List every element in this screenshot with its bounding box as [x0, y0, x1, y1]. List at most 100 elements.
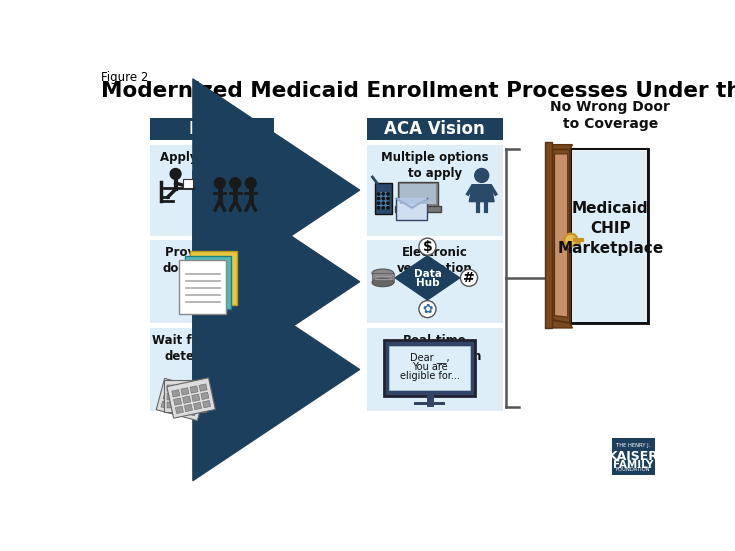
Bar — [179, 406, 187, 413]
Bar — [150, 118, 274, 140]
Bar — [150, 240, 274, 323]
Bar — [612, 438, 655, 475]
Bar — [176, 393, 184, 399]
Circle shape — [564, 233, 578, 247]
Bar — [184, 404, 193, 412]
Text: Figure 2: Figure 2 — [101, 71, 148, 84]
Text: Apply in person: Apply in person — [160, 151, 264, 164]
Bar — [172, 395, 181, 403]
Text: You are: You are — [412, 362, 448, 372]
Bar — [174, 387, 183, 395]
Polygon shape — [545, 320, 573, 328]
Bar — [571, 149, 648, 323]
Text: Multiple options
to apply: Multiple options to apply — [381, 151, 489, 180]
Circle shape — [460, 269, 478, 287]
Bar — [203, 401, 211, 408]
Text: KAISER: KAISER — [608, 450, 659, 463]
Bar — [150, 145, 274, 235]
Text: Medicaid
CHIP
Marketplace: Medicaid CHIP Marketplace — [557, 201, 664, 256]
Text: ACA Vision: ACA Vision — [384, 120, 485, 138]
Bar — [176, 406, 184, 414]
Bar — [192, 394, 200, 402]
Bar — [367, 240, 503, 323]
Bar — [167, 378, 215, 418]
Circle shape — [419, 301, 436, 317]
Bar — [168, 402, 174, 408]
Text: ✿: ✿ — [422, 302, 433, 316]
Text: Hub: Hub — [415, 278, 440, 288]
Bar — [186, 393, 193, 399]
Text: Modernized Medicaid Enrollment Processes Under the ACA: Modernized Medicaid Enrollment Processes… — [101, 81, 735, 101]
Polygon shape — [470, 185, 494, 202]
Bar — [185, 256, 232, 310]
Circle shape — [387, 197, 389, 199]
Text: Real-time
determination: Real-time determination — [387, 334, 482, 363]
Polygon shape — [396, 198, 428, 209]
Bar — [176, 385, 184, 391]
Bar — [176, 402, 184, 408]
Circle shape — [382, 202, 384, 204]
Bar — [395, 206, 442, 212]
Bar — [196, 402, 202, 408]
Bar — [377, 192, 390, 209]
Bar — [181, 398, 190, 406]
Circle shape — [378, 207, 380, 209]
Circle shape — [215, 178, 225, 188]
Bar — [172, 390, 180, 397]
Circle shape — [230, 178, 240, 188]
Bar — [157, 379, 206, 420]
Circle shape — [378, 193, 380, 195]
Bar — [396, 198, 428, 220]
Circle shape — [378, 197, 380, 199]
Circle shape — [170, 169, 181, 179]
Ellipse shape — [372, 278, 394, 287]
Circle shape — [387, 202, 389, 204]
Bar — [196, 393, 202, 399]
Circle shape — [419, 238, 436, 255]
Text: eligible for...: eligible for... — [400, 371, 459, 381]
Text: Data: Data — [414, 269, 442, 279]
Bar — [398, 182, 438, 206]
Bar — [190, 386, 198, 393]
Bar — [150, 328, 274, 411]
Bar — [182, 179, 193, 188]
Text: No Wrong Door
to Coverage: No Wrong Door to Coverage — [551, 100, 670, 131]
Bar — [401, 184, 436, 204]
Bar — [186, 385, 193, 391]
Circle shape — [475, 169, 489, 182]
Bar — [183, 390, 192, 397]
Text: $: $ — [423, 240, 432, 253]
Bar — [170, 403, 179, 411]
Bar — [163, 393, 171, 401]
Bar — [168, 393, 174, 399]
Bar — [545, 142, 552, 328]
Circle shape — [378, 202, 380, 204]
Bar — [168, 385, 174, 391]
Bar — [375, 183, 392, 214]
Bar — [372, 273, 394, 283]
Bar — [367, 145, 503, 235]
Bar — [165, 385, 173, 392]
Bar — [182, 396, 191, 403]
Polygon shape — [554, 154, 567, 317]
Bar — [193, 402, 201, 410]
Ellipse shape — [372, 269, 394, 278]
Bar — [390, 345, 470, 390]
Bar — [384, 340, 476, 396]
Bar — [179, 260, 226, 314]
Bar — [190, 400, 198, 408]
Text: Dear __,: Dear __, — [410, 353, 450, 364]
Text: PAST: PAST — [189, 120, 235, 138]
Bar — [549, 148, 650, 325]
Text: FAMILY: FAMILY — [613, 460, 653, 469]
Text: Wait for eligibility
determination: Wait for eligibility determination — [152, 334, 272, 363]
Circle shape — [382, 197, 384, 199]
Bar — [190, 251, 237, 305]
Bar — [164, 380, 207, 412]
Circle shape — [382, 207, 384, 209]
Text: THE HENRY J.: THE HENRY J. — [616, 442, 650, 447]
Bar — [173, 398, 182, 406]
Polygon shape — [395, 256, 459, 300]
Text: FOUNDATION: FOUNDATION — [616, 467, 650, 472]
Bar — [201, 392, 209, 399]
